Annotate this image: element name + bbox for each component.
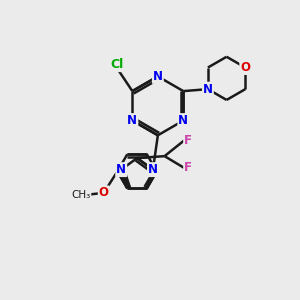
Text: CH₃: CH₃ xyxy=(71,190,91,200)
Text: N: N xyxy=(116,163,126,176)
Text: N: N xyxy=(148,163,158,176)
Text: F: F xyxy=(184,161,192,174)
Text: F: F xyxy=(184,134,192,147)
Text: O: O xyxy=(240,61,250,74)
Text: Cl: Cl xyxy=(110,58,123,71)
Text: N: N xyxy=(203,82,213,96)
Text: O: O xyxy=(99,186,109,200)
Text: N: N xyxy=(153,70,163,83)
Text: N: N xyxy=(178,114,188,127)
Text: N: N xyxy=(128,114,137,127)
